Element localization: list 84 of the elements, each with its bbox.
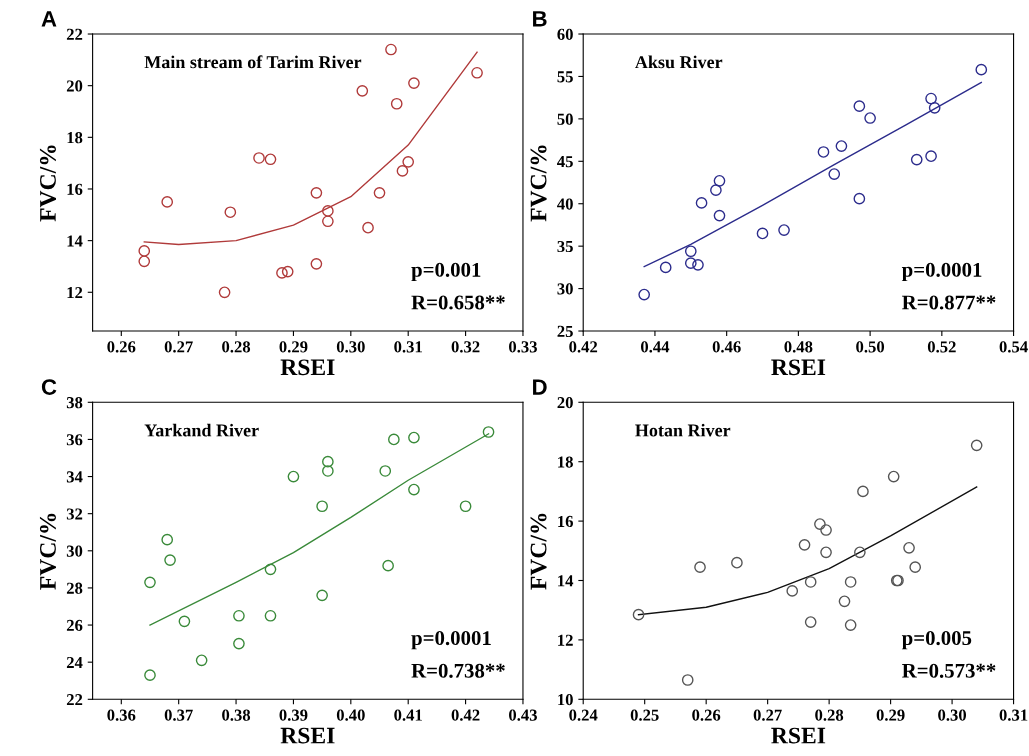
y-tick-label: 22 (66, 28, 83, 40)
x-tick-label: 0.31 (394, 341, 422, 353)
y-tick-label: 50 (557, 113, 573, 125)
text: Hotan River (635, 423, 731, 437)
annotation: R=0.738** (411, 663, 505, 678)
annotation: p=0.001 (411, 262, 481, 282)
y-tick-label: 20 (557, 397, 573, 409)
annotation: R=0.658** (411, 295, 505, 310)
x-tick-label: 0.41 (394, 709, 422, 721)
x-tick-label: 0.50 (856, 341, 885, 353)
annotation: p=0.0001 (901, 262, 982, 282)
x-tick-label: 0.48 (784, 341, 813, 353)
y-tick-label: 10 (558, 694, 573, 706)
y-tick-label: 45 (557, 156, 573, 168)
y-tick-label: 18 (558, 456, 573, 468)
x-tick-label: 0.46 (712, 341, 741, 353)
x-tick-label: 0.27 (753, 709, 782, 721)
x-tick-label: 0.52 (927, 341, 956, 353)
y-tick-label: 16 (558, 515, 573, 528)
y-tick-label: 16 (67, 183, 83, 195)
x-tick-label: 0.26 (107, 341, 136, 353)
y-tick-label: 30 (557, 283, 573, 295)
x-axis-title: RSEI (280, 359, 335, 376)
text: A (41, 11, 57, 27)
x-tick-label: 0.42 (451, 709, 480, 721)
y-tick-label: 40 (557, 198, 573, 210)
x-tick-label: 0.28 (815, 709, 844, 721)
y-tick-label: 22 (66, 694, 83, 706)
x-tick-label: 0.37 (164, 709, 193, 721)
x-tick-label: 0.33 (509, 341, 537, 353)
x-axis-title: RSEI (280, 727, 335, 744)
x-tick-label: 0.25 (630, 709, 659, 721)
annotation: p=0.0001 (411, 631, 491, 650)
x-tick-label: 0.30 (938, 709, 967, 721)
y-axis-title: FVC/% (39, 145, 56, 222)
x-tick-label: 0.26 (692, 709, 721, 721)
y-axis-title: FVC/% (530, 145, 547, 222)
x-tick-label: 0.38 (222, 709, 251, 721)
x-tick-label: 0.29 (876, 709, 905, 721)
text: B (533, 11, 547, 27)
text: Yarkand River (144, 423, 259, 437)
x-tick-label: 0.24 (569, 709, 598, 721)
x-tick-label: 0.36 (107, 709, 136, 721)
y-tick-label: 36 (66, 434, 83, 446)
y-tick-label: 34 (66, 471, 83, 483)
y-tick-label: 25 (557, 325, 573, 337)
y-tick-label: 24 (66, 656, 83, 668)
text: C (41, 379, 57, 395)
x-tick-label: 0.40 (336, 709, 365, 721)
x-tick-label: 0.54 (999, 341, 1028, 353)
x-tick-label: 0.44 (640, 341, 670, 353)
y-tick-label: 14 (558, 575, 574, 587)
x-tick-label: 0.31 (999, 709, 1028, 721)
x-axis-title: RSEI (771, 359, 826, 376)
y-tick-label: 28 (66, 582, 83, 594)
x-tick-label: 0.43 (509, 709, 537, 721)
y-axis-title: FVC/% (530, 513, 547, 590)
x-tick-label: 0.27 (164, 341, 193, 353)
y-tick-label: 32 (66, 508, 83, 520)
y-tick-label: 18 (67, 132, 83, 144)
y-tick-label: 38 (66, 397, 83, 409)
x-tick-label: 0.39 (279, 709, 308, 721)
annotation: R=0.877** (902, 295, 996, 310)
text: Aksu River (635, 55, 723, 69)
text: D (533, 379, 547, 395)
y-tick-label: 20 (66, 80, 83, 92)
x-tick-label: 0.42 (569, 341, 598, 353)
annotation: R=0.573** (902, 663, 996, 678)
y-tick-label: 26 (66, 619, 83, 631)
y-axis-title: FVC/% (39, 513, 56, 590)
y-tick-label: 30 (66, 545, 83, 557)
x-tick-label: 0.28 (222, 341, 251, 353)
x-tick-label: 0.32 (451, 341, 480, 353)
y-tick-label: 60 (557, 28, 573, 40)
x-axis-title: RSEI (771, 727, 826, 744)
text: Main stream of Tarim River (144, 55, 362, 69)
y-tick-label: 12 (558, 634, 573, 646)
x-tick-label: 0.30 (336, 341, 365, 353)
x-tick-label: 0.29 (279, 341, 308, 353)
y-tick-label: 55 (557, 71, 573, 83)
annotation: p=0.005 (901, 631, 972, 650)
y-tick-label: 35 (557, 240, 573, 253)
y-tick-label: 14 (67, 235, 83, 247)
y-tick-label: 12 (67, 287, 83, 299)
